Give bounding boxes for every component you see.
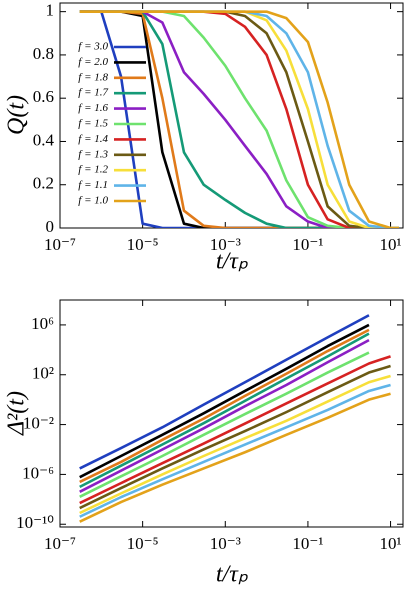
legend-label: f = 1.5 [78,118,108,130]
x-axis-label: t/τₚ [216,249,249,275]
y-tick-label: 10⁻¹⁰ [16,513,54,532]
data-line [79,10,399,228]
data-line [79,338,370,493]
x-tick-label: 10⁻¹ [292,235,323,254]
legend-label: f = 1.4 [78,133,108,145]
y-tick-label: 10⁶ [31,314,54,333]
legend-label: f = 1.3 [78,148,108,160]
x-tick-label: 10⁻³ [210,235,241,254]
data-line [79,364,391,510]
data-line [79,355,391,505]
y-tick-label: 0.8 [33,44,54,63]
plot-frame [59,299,404,528]
data-line [79,374,391,515]
data-line [79,10,399,228]
y-tick-label: 0.6 [33,87,54,106]
y-tick-label: 1 [46,1,55,20]
y-tick-label: 0 [46,217,55,236]
legend-label: f = 3.0 [78,41,108,53]
x-tick-label: 10¹ [380,235,402,254]
y-tick-label: 0.2 [33,174,54,193]
data-line [79,328,370,484]
data-line [79,10,399,228]
legend-label: f = 1.1 [78,179,108,191]
data-line [79,323,370,479]
x-tick-label: 10¹ [380,534,402,553]
x-tick-label: 10⁻⁷ [44,235,76,254]
data-line [79,314,370,470]
y-tick-label: 10⁻⁶ [22,463,54,482]
data-line [79,332,370,489]
x-tick-label: 10⁻³ [210,534,241,553]
legend-label: f = 1.0 [78,195,108,207]
plot-frame [59,2,404,229]
data-line [79,10,399,228]
y-axis-label: Q(t) [4,95,30,135]
legend-label: f = 2.0 [78,56,108,68]
y-axis-label: Δ²(t) [4,391,30,436]
legend-label: f = 1.8 [78,71,108,83]
legend-label: f = 1.2 [78,164,108,176]
x-axis-label: t/τₚ [216,562,249,588]
data-line [79,383,391,518]
x-tick-label: 10⁻⁵ [127,534,159,553]
data-line [79,392,391,523]
x-tick-label: 10⁻⁷ [44,534,76,553]
x-tick-label: 10⁻¹ [292,534,323,553]
data-line [79,351,370,498]
y-tick-label: 0.4 [33,130,55,149]
y-tick-label: 10² [32,364,54,383]
x-tick-label: 10⁻⁵ [127,235,159,254]
legend-label: f = 1.7 [78,87,108,99]
y-tick-label: 10⁻² [23,413,54,432]
legend-label: f = 1.6 [78,102,108,114]
